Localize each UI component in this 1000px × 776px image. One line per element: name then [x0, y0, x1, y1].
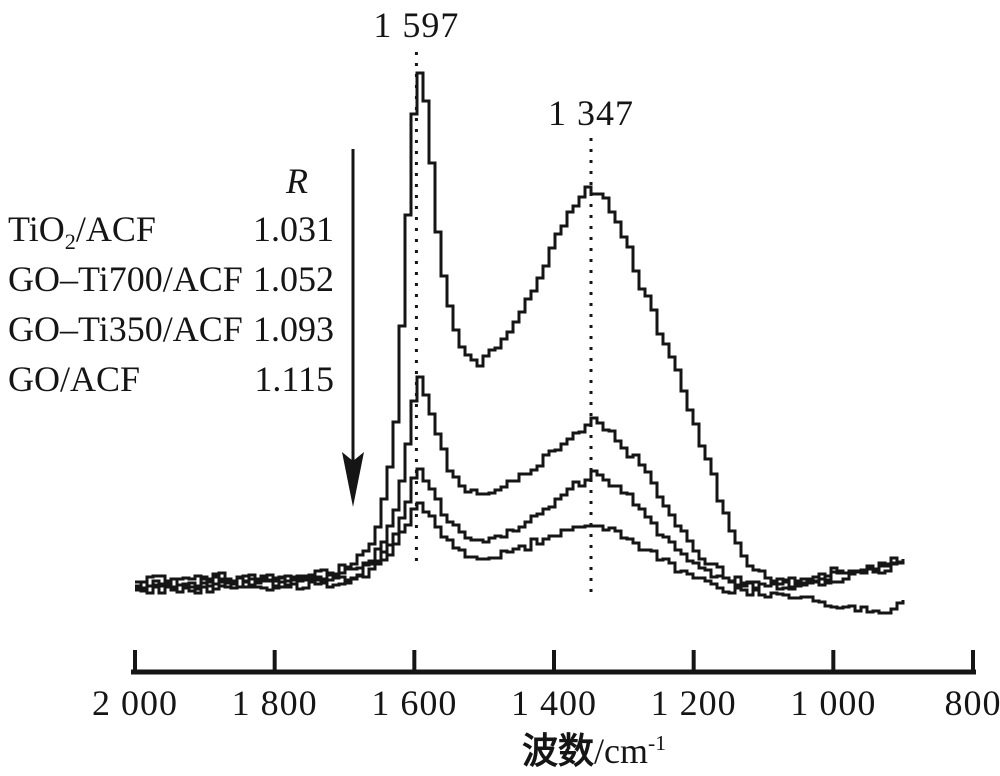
x-tick-label-1400: 1 400	[511, 683, 597, 723]
spectrum-curve-1	[135, 375, 905, 591]
series-r-value: 1.052	[253, 259, 334, 299]
peak-label-1347: 1 347	[548, 93, 634, 133]
spectrum-curve-3	[135, 501, 905, 615]
spectrum-curve-2	[135, 467, 905, 592]
legend-row-go-acf: GO/ACF 1.115	[8, 354, 334, 404]
legend: R TiO2/ACF 1.031 GO–Ti700/ACF 1.052 GO–T…	[8, 158, 334, 404]
x-axis-title-exponent: -1	[648, 731, 666, 755]
series-label: GO–Ti700/ACF	[8, 259, 243, 299]
legend-row-go-ti700-acf: GO–Ti700/ACF 1.052	[8, 254, 334, 304]
legend-row-tio2-acf: TiO2/ACF 1.031	[8, 204, 334, 254]
series-r-value: 1.093	[253, 309, 334, 349]
series-label: GO/ACF	[8, 359, 141, 399]
series-r-value: 1.115	[254, 359, 334, 399]
legend-row-go-ti350-acf: GO–Ti350/ACF 1.093	[8, 304, 334, 354]
x-tick-label-1800: 1 800	[231, 683, 318, 723]
x-tick-label-2000: 2 000	[92, 683, 178, 723]
x-tick-label-800: 800	[944, 683, 1000, 723]
series-label: TiO2/ACF	[8, 209, 156, 255]
legend-r-header: R	[286, 161, 308, 201]
series-r-value: 1.031	[253, 209, 334, 249]
x-axis-title-cjk: 波数	[522, 731, 595, 771]
x-tick-label-1600: 1 600	[371, 683, 458, 723]
r-order-arrow-head	[342, 452, 364, 507]
peak-label-1597: 1 597	[373, 5, 460, 45]
x-axis-title-unit: /cm	[594, 731, 648, 771]
series-label: GO–Ti350/ACF	[8, 309, 243, 349]
x-tick-label-1000: 1 000	[790, 683, 877, 723]
x-axis-title: 波数/cm-1	[522, 722, 666, 774]
x-tick-label-1200: 1 200	[650, 683, 737, 723]
